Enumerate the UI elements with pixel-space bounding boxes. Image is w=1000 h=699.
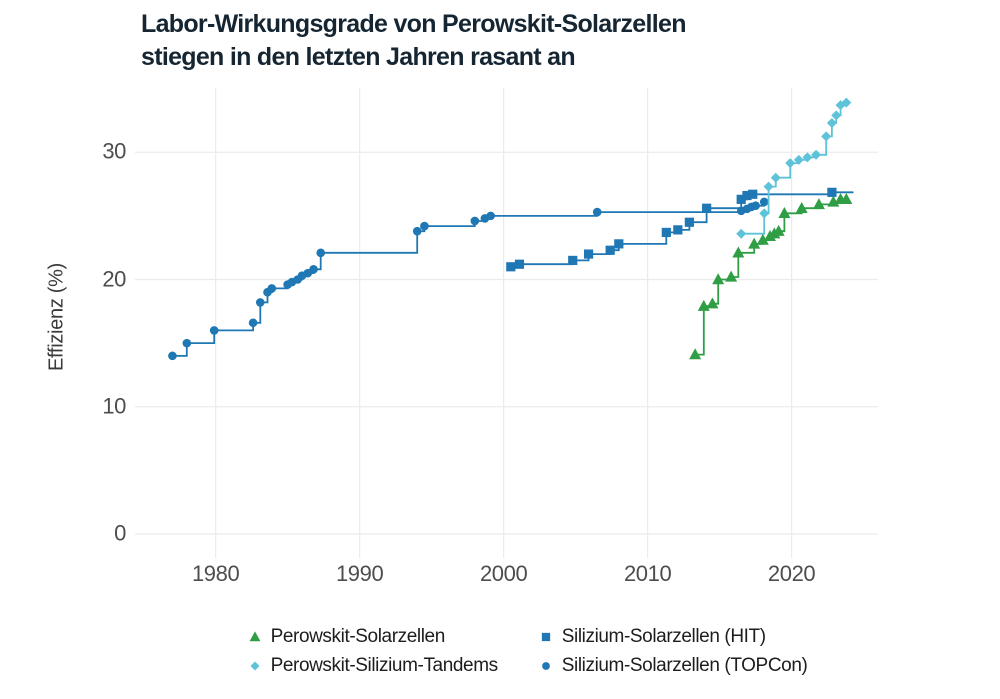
series-tandems bbox=[736, 97, 852, 239]
diamond-marker bbox=[826, 117, 837, 128]
triangle-marker bbox=[249, 631, 260, 642]
circle-marker bbox=[267, 284, 277, 293]
circle-marker bbox=[255, 298, 265, 307]
circle-marker bbox=[168, 351, 177, 361]
chart-title: Labor-Wirkungsgrade von Perowskit-Solarz… bbox=[141, 8, 861, 74]
diamond-marker bbox=[770, 172, 781, 183]
square-marker bbox=[736, 194, 746, 204]
circle-marker bbox=[541, 662, 550, 670]
triangle-marker bbox=[756, 233, 769, 245]
x-tick-label: 2020 bbox=[767, 561, 816, 586]
triangle-legend-icon bbox=[247, 629, 263, 644]
legend-marker-svg bbox=[541, 632, 550, 642]
triangle-marker bbox=[748, 237, 761, 249]
x-tick-label: 2010 bbox=[623, 561, 672, 586]
triangle-marker bbox=[778, 207, 791, 219]
circle-marker bbox=[759, 197, 769, 207]
legend-label: Silizium-Solarzellen (TOPCon) bbox=[561, 654, 808, 676]
square-marker bbox=[568, 255, 578, 266]
gridlines bbox=[135, 88, 878, 558]
legend-label: Silizium-Solarzellen (HIT) bbox=[561, 625, 766, 647]
y-tick-label: 30 bbox=[102, 138, 126, 164]
square-marker bbox=[827, 187, 837, 197]
circle-legend-icon bbox=[538, 658, 554, 673]
circle-marker bbox=[486, 211, 495, 221]
square-marker bbox=[506, 262, 516, 272]
series-hit bbox=[506, 187, 854, 272]
diamond-marker bbox=[250, 661, 260, 671]
square-marker bbox=[541, 632, 550, 642]
square-marker bbox=[673, 225, 683, 235]
series-topcon bbox=[168, 197, 769, 361]
x-tick-label: 1990 bbox=[335, 561, 384, 586]
legend-marker-svg bbox=[249, 631, 260, 642]
legend-label: Perowskit-Solarzellen bbox=[270, 625, 446, 647]
chart-title-line2: stiegen in den letzten Jahren rasant an bbox=[141, 43, 576, 71]
square-marker bbox=[661, 227, 671, 238]
legend-item-perowskit: Perowskit-Solarzellen bbox=[247, 624, 498, 649]
series-perowskit bbox=[689, 193, 853, 360]
triangle-marker bbox=[725, 270, 738, 282]
diamond-marker bbox=[736, 228, 747, 239]
legend-label: Perowskit-Silizium-Tandems bbox=[270, 654, 499, 676]
triangle-marker bbox=[689, 348, 702, 360]
circle-marker bbox=[316, 248, 326, 258]
legend-marker-svg bbox=[250, 661, 260, 671]
diamond-marker bbox=[759, 208, 770, 219]
square-marker bbox=[614, 239, 624, 249]
triangle-marker bbox=[732, 246, 745, 258]
diamond-marker bbox=[831, 110, 842, 121]
triangle-marker bbox=[795, 201, 808, 213]
legend-item-topcon: Silizium-Solarzellen (TOPCon) bbox=[538, 653, 808, 678]
diamond-marker bbox=[785, 158, 796, 169]
diamond-marker bbox=[821, 131, 832, 142]
diamond-marker bbox=[763, 181, 774, 192]
square-marker bbox=[605, 245, 615, 255]
legend-item-tandems: Perowskit-Silizium-Tandems bbox=[247, 653, 498, 678]
y-tick-label: 20 bbox=[102, 265, 126, 291]
circle-marker bbox=[751, 201, 760, 211]
circle-marker bbox=[309, 265, 318, 274]
diamond-marker bbox=[793, 154, 804, 165]
x-tick-label: 2000 bbox=[479, 561, 528, 586]
circle-marker bbox=[412, 226, 422, 236]
square-legend-icon bbox=[538, 629, 554, 644]
circle-marker bbox=[248, 318, 258, 328]
square-marker bbox=[583, 249, 594, 259]
x-tick-label: 1980 bbox=[191, 561, 240, 586]
diamond-marker bbox=[841, 97, 852, 108]
legend: Perowskit-Solarzellen Silizium-Solarzell… bbox=[54, 624, 1000, 678]
legend-marker-svg bbox=[541, 662, 550, 670]
triangle-marker bbox=[812, 198, 825, 210]
circle-marker bbox=[182, 338, 192, 348]
chart-title-line1: Labor-Wirkungsgrade von Perowskit-Solarz… bbox=[141, 10, 686, 38]
circle-marker bbox=[209, 326, 219, 335]
square-marker bbox=[684, 217, 694, 227]
plot-svg bbox=[135, 88, 878, 558]
y-tick-label: 10 bbox=[102, 393, 126, 419]
series-line bbox=[172, 201, 766, 357]
legend-item-hit: Silizium-Solarzellen (HIT) bbox=[538, 624, 808, 649]
circle-marker bbox=[470, 216, 480, 226]
y-tick-label: 0 bbox=[114, 520, 126, 546]
circle-marker bbox=[420, 221, 429, 231]
square-marker bbox=[702, 203, 712, 213]
square-marker bbox=[514, 259, 525, 269]
diamond-marker bbox=[811, 149, 822, 160]
triangle-marker bbox=[706, 297, 719, 309]
diamond-marker bbox=[802, 152, 813, 163]
triangle-marker bbox=[712, 273, 725, 285]
triangle-marker bbox=[772, 224, 785, 236]
triangle-marker bbox=[840, 193, 853, 205]
square-marker bbox=[748, 189, 758, 199]
square-marker bbox=[742, 190, 752, 201]
diamond-legend-icon bbox=[247, 658, 263, 673]
circle-marker bbox=[592, 207, 602, 217]
